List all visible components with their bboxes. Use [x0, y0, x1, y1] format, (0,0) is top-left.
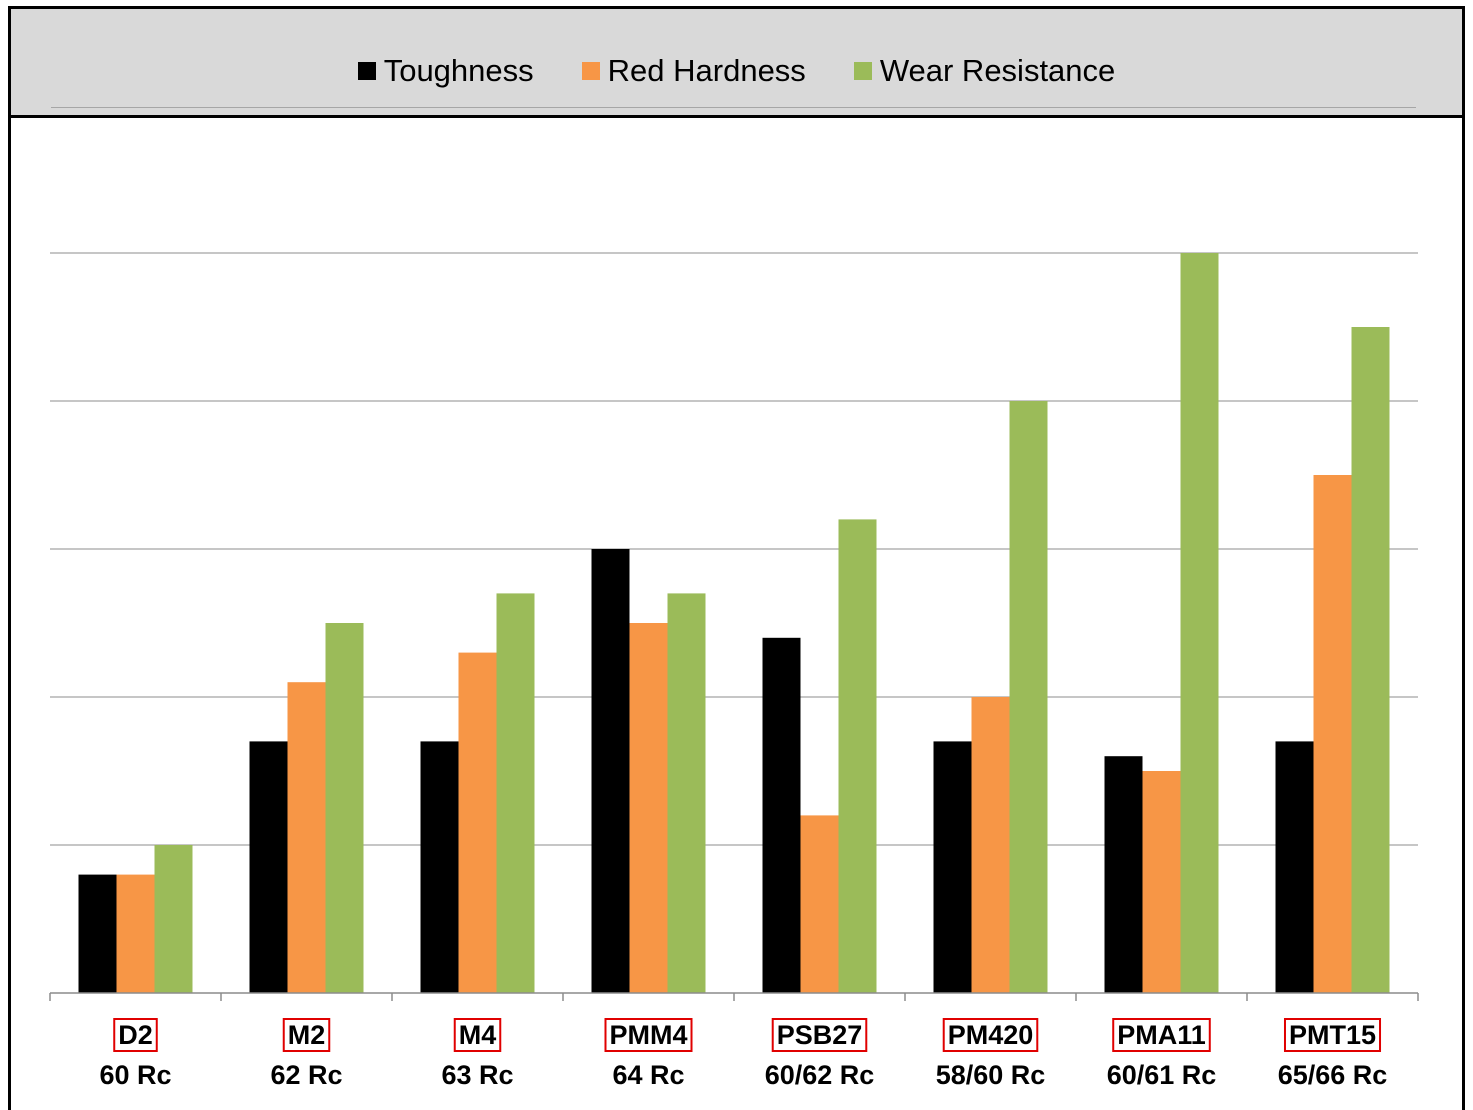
bar-red-hardness [1313, 475, 1352, 993]
legend-item: Toughness [357, 53, 534, 89]
bar-red-hardness [287, 682, 326, 993]
legend-band: Toughness Red Hardness Wear Resistance [11, 9, 1462, 118]
legend-label: Wear Resistance [879, 53, 1116, 88]
legend-item: Wear Resistance [853, 53, 1116, 89]
bar-wear-resistance [838, 519, 877, 993]
bar-toughness [1104, 756, 1143, 993]
category-highlight-box [1112, 1018, 1211, 1052]
hardness-label: 64 Rc [612, 1060, 684, 1090]
category-highlight-box [942, 1018, 1039, 1052]
bar-toughness [591, 549, 630, 993]
category-label: M4 [459, 1020, 497, 1050]
legend-swatch [357, 62, 376, 80]
category-highlight-box [453, 1018, 502, 1052]
bar-toughness [420, 741, 459, 993]
category-highlight-box [604, 1018, 693, 1052]
bar-red-hardness [1142, 771, 1181, 993]
bar-toughness [762, 637, 801, 993]
bar-wear-resistance [1180, 253, 1219, 993]
legend-item: Red Hardness [581, 53, 806, 89]
hardness-label: 62 Rc [270, 1060, 342, 1090]
hardness-label: 63 Rc [441, 1060, 513, 1090]
legend-swatch [581, 62, 600, 80]
hardness-label: 65/66 Rc [1278, 1060, 1388, 1090]
bar-wear-resistance [1351, 327, 1390, 993]
bar-toughness [78, 874, 117, 993]
legend-rule [51, 107, 1416, 108]
category-highlight-box [113, 1018, 158, 1052]
category-label: PM420 [948, 1020, 1034, 1050]
bar-toughness [249, 741, 288, 993]
hardness-label: 60/62 Rc [765, 1060, 875, 1090]
bar-wear-resistance [325, 623, 364, 993]
bar-wear-resistance [154, 845, 193, 993]
category-highlight-box [1283, 1018, 1382, 1052]
bar-red-hardness [458, 652, 497, 993]
bar-wear-resistance [1009, 401, 1048, 993]
hardness-label: 60/61 Rc [1107, 1060, 1217, 1090]
category-label: PMT15 [1289, 1020, 1376, 1050]
bar-toughness [933, 741, 972, 993]
category-highlight-box [282, 1018, 331, 1052]
hardness-label: 58/60 Rc [936, 1060, 1046, 1090]
legend: Toughness Red Hardness Wear Resistance [11, 53, 1462, 89]
legend-swatch [853, 62, 872, 80]
bar-wear-resistance [496, 593, 535, 993]
category-label: PMA11 [1117, 1020, 1206, 1050]
bar-wear-resistance [667, 593, 706, 993]
category-label: M2 [288, 1020, 326, 1050]
legend-label: Red Hardness [607, 53, 806, 88]
category-label: PMM4 [609, 1020, 687, 1050]
bar-toughness [1275, 741, 1314, 993]
bar-red-hardness [116, 874, 155, 993]
hardness-label: 60 Rc [99, 1060, 171, 1090]
category-label: D2 [118, 1020, 153, 1050]
bar-red-hardness [971, 697, 1010, 993]
bar-red-hardness [800, 815, 839, 993]
legend-label: Toughness [383, 53, 534, 88]
bar-red-hardness [629, 623, 668, 993]
category-highlight-box [771, 1018, 868, 1052]
category-label: PSB27 [777, 1020, 863, 1050]
